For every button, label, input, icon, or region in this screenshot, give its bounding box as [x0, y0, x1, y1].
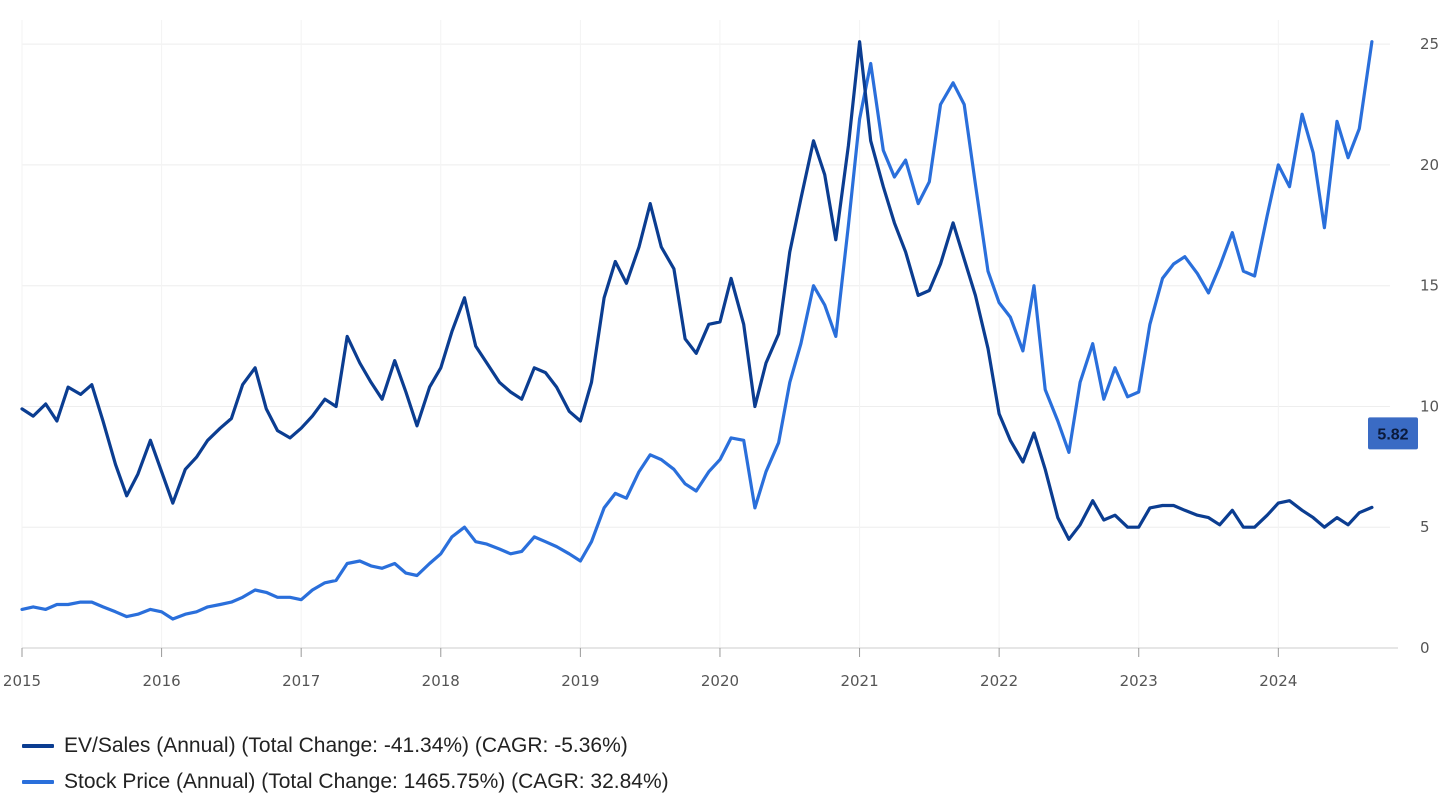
x-tick-label-2018: 2018: [422, 672, 460, 690]
x-tick-label-2021: 2021: [840, 672, 878, 690]
x-tick-label-2024: 2024: [1259, 672, 1297, 690]
x-tick-label-2017: 2017: [282, 672, 320, 690]
x-tick-label-2019: 2019: [561, 672, 599, 690]
x-tick-label-2016: 2016: [142, 672, 180, 690]
badge-box: [1368, 417, 1418, 450]
series-lines: [20, 40, 1374, 621]
y-tick-label-5: 5: [1420, 518, 1430, 536]
x-tick-label-2020: 2020: [701, 672, 739, 690]
x-tick-label-2023: 2023: [1120, 672, 1158, 690]
legend-item-stock-price[interactable]: Stock Price (Annual) (Total Change: 1465…: [22, 764, 669, 800]
legend-label-stock-price: Stock Price (Annual) (Total Change: 1465…: [64, 770, 669, 793]
legend-swatch-stock-price: [22, 780, 54, 784]
x-tick-label-2015: 2015: [3, 672, 41, 690]
legend: EV/Sales (Annual) (Total Change: -41.34%…: [22, 728, 669, 800]
y-tick-label-20: 20: [1420, 156, 1439, 174]
y-tick-label-15: 15: [1420, 277, 1439, 295]
y-tick-label-0: 0: [1420, 639, 1430, 657]
y-axis: 0 5 10 15 20 25: [1420, 35, 1439, 657]
legend-item-ev-sales[interactable]: EV/Sales (Annual) (Total Change: -41.34%…: [22, 728, 669, 764]
series-line-ev-sales: [20, 40, 1374, 541]
badge-value: 5.82: [1377, 426, 1408, 443]
current-value-badge: 5.82: [1368, 417, 1418, 450]
legend-label-ev-sales: EV/Sales (Annual) (Total Change: -41.34%…: [64, 734, 628, 757]
y-tick-label-25: 25: [1420, 35, 1439, 53]
series-line-stock-price: [20, 40, 1374, 621]
x-axis: 2015 2016 2017 2018 2019 2020 2021 2022 2023 2024: [3, 647, 1398, 690]
y-tick-label-10: 10: [1420, 397, 1439, 415]
legend-swatch-ev-sales: [22, 744, 54, 748]
x-tick-label-2022: 2022: [980, 672, 1018, 690]
